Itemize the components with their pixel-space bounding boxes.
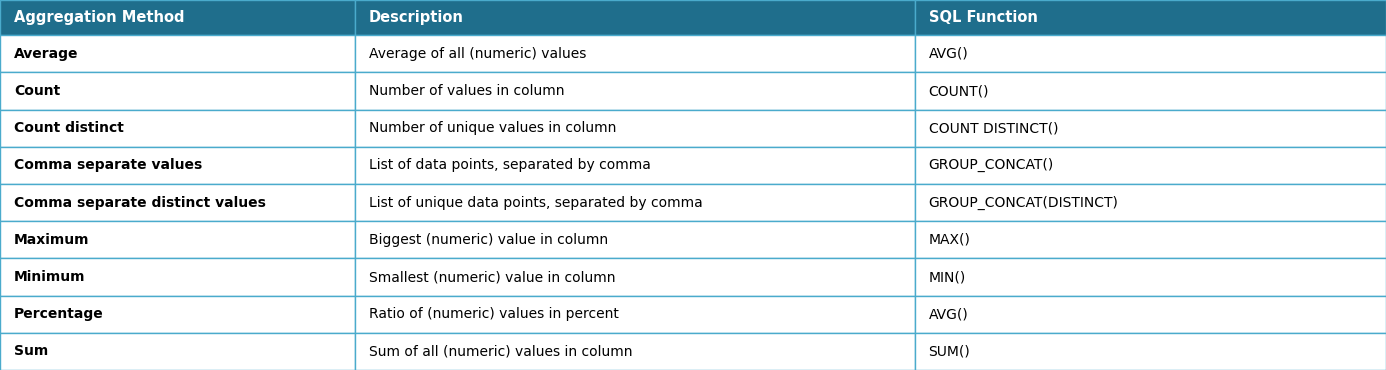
- Bar: [915, 296, 1386, 333]
- Text: GROUP_CONCAT(): GROUP_CONCAT(): [929, 158, 1053, 172]
- Text: Average of all (numeric) values: Average of all (numeric) values: [369, 47, 586, 61]
- Text: Minimum: Minimum: [14, 270, 86, 284]
- Bar: [0, 110, 355, 147]
- Text: Biggest (numeric) value in column: Biggest (numeric) value in column: [369, 233, 608, 247]
- Bar: [355, 184, 915, 221]
- Bar: [915, 0, 1386, 35]
- Bar: [355, 0, 915, 35]
- Text: Count: Count: [14, 84, 60, 98]
- Bar: [915, 184, 1386, 221]
- Bar: [0, 296, 355, 333]
- Text: MAX(): MAX(): [929, 233, 970, 247]
- Text: Comma separate values: Comma separate values: [14, 158, 202, 172]
- Bar: [0, 0, 355, 35]
- Bar: [355, 110, 915, 147]
- Text: SQL Function: SQL Function: [929, 10, 1038, 25]
- Bar: [355, 333, 915, 370]
- Bar: [915, 110, 1386, 147]
- Text: Count distinct: Count distinct: [14, 121, 123, 135]
- Text: Number of values in column: Number of values in column: [369, 84, 564, 98]
- Bar: [355, 258, 915, 296]
- Text: COUNT(): COUNT(): [929, 84, 990, 98]
- Text: MIN(): MIN(): [929, 270, 966, 284]
- Text: AVG(): AVG(): [929, 307, 969, 321]
- Text: Percentage: Percentage: [14, 307, 104, 321]
- Text: Smallest (numeric) value in column: Smallest (numeric) value in column: [369, 270, 615, 284]
- Bar: [0, 184, 355, 221]
- Bar: [355, 221, 915, 258]
- Bar: [0, 73, 355, 110]
- Bar: [915, 147, 1386, 184]
- Bar: [0, 35, 355, 73]
- Bar: [915, 221, 1386, 258]
- Bar: [915, 35, 1386, 73]
- Text: Maximum: Maximum: [14, 233, 89, 247]
- Bar: [915, 333, 1386, 370]
- Bar: [0, 147, 355, 184]
- Text: COUNT DISTINCT(): COUNT DISTINCT(): [929, 121, 1058, 135]
- Text: Description: Description: [369, 10, 463, 25]
- Bar: [915, 73, 1386, 110]
- Text: Comma separate distinct values: Comma separate distinct values: [14, 196, 266, 210]
- Text: AVG(): AVG(): [929, 47, 969, 61]
- Bar: [355, 147, 915, 184]
- Text: Number of unique values in column: Number of unique values in column: [369, 121, 615, 135]
- Bar: [355, 35, 915, 73]
- Text: Aggregation Method: Aggregation Method: [14, 10, 184, 25]
- Text: Ratio of (numeric) values in percent: Ratio of (numeric) values in percent: [369, 307, 618, 321]
- Text: List of data points, separated by comma: List of data points, separated by comma: [369, 158, 650, 172]
- Bar: [0, 333, 355, 370]
- Text: Average: Average: [14, 47, 79, 61]
- Bar: [0, 258, 355, 296]
- Text: List of unique data points, separated by comma: List of unique data points, separated by…: [369, 196, 703, 210]
- Text: SUM(): SUM(): [929, 344, 970, 359]
- Bar: [0, 221, 355, 258]
- Text: GROUP_CONCAT(DISTINCT): GROUP_CONCAT(DISTINCT): [929, 196, 1119, 210]
- Bar: [915, 258, 1386, 296]
- Text: Sum of all (numeric) values in column: Sum of all (numeric) values in column: [369, 344, 632, 359]
- Bar: [355, 296, 915, 333]
- Bar: [355, 73, 915, 110]
- Text: Sum: Sum: [14, 344, 49, 359]
